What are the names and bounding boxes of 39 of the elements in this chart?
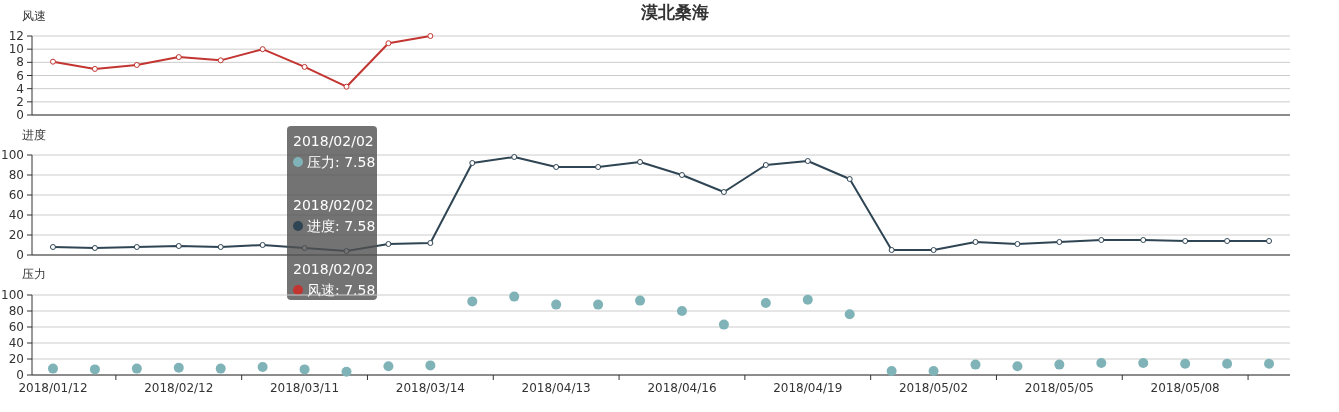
y-tick-label: 40 <box>8 336 24 350</box>
x-tick-label: 2018/01/12 <box>18 381 88 395</box>
x-tick-label: 2018/03/11 <box>269 381 340 395</box>
x-tick-label: 2018/02/12 <box>144 381 214 395</box>
y-tick-label: 10 <box>8 42 24 57</box>
x-tick-label: 2018/04/13 <box>521 381 591 395</box>
x-tick-label: 2018/05/08 <box>1150 381 1220 395</box>
y-axis-title: 风速 <box>22 9 46 23</box>
y-axis-title: 压力 <box>22 267 46 281</box>
x-tick-label: 2018/05/05 <box>1024 381 1094 395</box>
y-axis-title: 进度 <box>22 128 46 142</box>
y-tick-label: 12 <box>8 29 24 43</box>
chart-title: 漠北桑海 <box>640 2 709 22</box>
y-tick-label: 6 <box>16 68 24 83</box>
annotation: 2018/02/02 <box>293 197 374 213</box>
y-tick-label: 0 <box>16 368 24 382</box>
x-tick-label: 2018/04/16 <box>647 381 717 395</box>
y-tick-label: 8 <box>16 55 24 70</box>
y-tick-label: 4 <box>16 81 24 96</box>
y-tick-label: 2 <box>16 94 24 109</box>
annotation: 进度: 7.58 <box>307 218 376 234</box>
x-tick-label: 2018/05/02 <box>898 381 969 395</box>
y-tick-label: 80 <box>8 304 24 318</box>
x-tick-label: 2018/04/19 <box>773 381 843 395</box>
y-tick-label: 100 <box>1 288 24 302</box>
y-tick-label: 40 <box>8 208 24 222</box>
y-tick-label: 0 <box>16 248 24 262</box>
y-tick-label: 100 <box>1 148 24 162</box>
annotation: 风速: 7.58 <box>307 282 376 298</box>
y-tick-label: 20 <box>8 228 24 242</box>
y-tick-label: 60 <box>8 188 24 202</box>
y-tick-label: 60 <box>8 320 24 334</box>
y-tick-label: 0 <box>16 108 24 122</box>
text: 2018/02/02 <box>293 261 374 277</box>
x-tick-label: 2018/03/14 <box>395 381 465 395</box>
y-tick-label: 80 <box>8 168 24 182</box>
y-tick-label: 20 <box>8 352 24 366</box>
text: 2018/02/02 <box>293 133 374 149</box>
annotation: 压力: 7.58 <box>307 154 376 170</box>
